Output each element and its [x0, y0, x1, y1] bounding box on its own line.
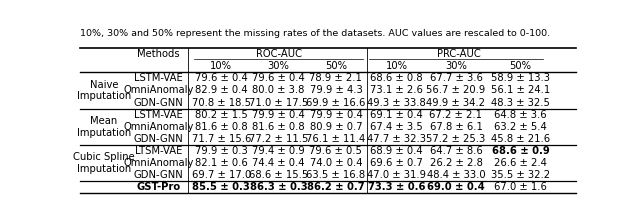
Text: 80.0 ± 3.8: 80.0 ± 3.8 [252, 85, 305, 95]
Text: 86.3 ± 0.3: 86.3 ± 0.3 [250, 182, 307, 192]
Text: PRC-AUC: PRC-AUC [436, 49, 481, 59]
Text: 78.9 ± 2.1: 78.9 ± 2.1 [310, 73, 362, 83]
Text: 47.7 ± 32.3: 47.7 ± 32.3 [367, 134, 426, 144]
Text: 79.9 ± 0.4: 79.9 ± 0.4 [252, 110, 305, 120]
Text: 82.1 ± 0.6: 82.1 ± 0.6 [195, 158, 248, 168]
Text: 67.0 ± 1.6: 67.0 ± 1.6 [494, 182, 547, 192]
Text: 74.4 ± 0.4: 74.4 ± 0.4 [252, 158, 305, 168]
Text: 69.0 ± 0.4: 69.0 ± 0.4 [427, 182, 485, 192]
Text: 79.9 ± 4.3: 79.9 ± 4.3 [310, 85, 362, 95]
Text: OmniAnomaly: OmniAnomaly [123, 122, 193, 132]
Text: 67.4 ± 3.5: 67.4 ± 3.5 [370, 122, 423, 132]
Text: 71.0 ± 17.5: 71.0 ± 17.5 [249, 98, 308, 108]
Text: 85.5 ± 0.3: 85.5 ± 0.3 [193, 182, 250, 192]
Text: 80.2 ± 1.5: 80.2 ± 1.5 [195, 110, 248, 120]
Text: 68.6 ± 0.9: 68.6 ± 0.9 [492, 146, 549, 156]
Text: 86.2 ± 0.7: 86.2 ± 0.7 [307, 182, 365, 192]
Text: GDN-GNN: GDN-GNN [134, 98, 183, 108]
Text: GDN-GNN: GDN-GNN [134, 170, 183, 180]
Text: 48.4 ± 33.0: 48.4 ± 33.0 [427, 170, 485, 180]
Text: 49.3 ± 33.8: 49.3 ± 33.8 [367, 98, 426, 108]
Text: 56.7 ± 20.9: 56.7 ± 20.9 [426, 85, 486, 95]
Text: Naive
Imputation: Naive Imputation [77, 80, 131, 101]
Text: 68.9 ± 0.4: 68.9 ± 0.4 [370, 146, 423, 156]
Text: 26.6 ± 2.4: 26.6 ± 2.4 [494, 158, 547, 168]
Text: 67.8 ± 6.1: 67.8 ± 6.1 [429, 122, 483, 132]
Text: 77.2 ± 11.5: 77.2 ± 11.5 [249, 134, 308, 144]
Text: 79.9 ± 0.3: 79.9 ± 0.3 [195, 146, 248, 156]
Text: 50%: 50% [325, 61, 347, 71]
Text: 58.9 ± 13.3: 58.9 ± 13.3 [491, 73, 550, 83]
Text: 10%: 10% [211, 61, 232, 71]
Text: GST-Pro: GST-Pro [136, 182, 180, 192]
Text: 50%: 50% [509, 61, 531, 71]
Text: 79.9 ± 0.4: 79.9 ± 0.4 [310, 110, 362, 120]
Text: 64.7 ± 8.6: 64.7 ± 8.6 [429, 146, 483, 156]
Text: Mean
Imputation: Mean Imputation [77, 116, 131, 138]
Text: 69.9 ± 16.6: 69.9 ± 16.6 [307, 98, 365, 108]
Text: 26.2 ± 2.8: 26.2 ± 2.8 [429, 158, 483, 168]
Text: 69.1 ± 0.4: 69.1 ± 0.4 [370, 110, 423, 120]
Text: 45.8 ± 21.6: 45.8 ± 21.6 [491, 134, 550, 144]
Text: 71.7 ± 15.6: 71.7 ± 15.6 [191, 134, 251, 144]
Text: 48.3 ± 32.5: 48.3 ± 32.5 [491, 98, 550, 108]
Text: 68.6 ± 0.8: 68.6 ± 0.8 [370, 73, 423, 83]
Text: 57.2 ± 25.3: 57.2 ± 25.3 [426, 134, 486, 144]
Text: 76.1 ± 11.4: 76.1 ± 11.4 [307, 134, 365, 144]
Text: 82.9 ± 0.4: 82.9 ± 0.4 [195, 85, 248, 95]
Text: 79.6 ± 0.4: 79.6 ± 0.4 [252, 73, 305, 83]
Text: 30%: 30% [445, 61, 467, 71]
Text: 56.1 ± 24.1: 56.1 ± 24.1 [491, 85, 550, 95]
Text: 70.8 ± 18.5: 70.8 ± 18.5 [192, 98, 251, 108]
Text: ROC-AUC: ROC-AUC [255, 49, 301, 59]
Text: OmniAnomaly: OmniAnomaly [123, 158, 193, 168]
Text: 69.7 ± 17.0: 69.7 ± 17.0 [192, 170, 251, 180]
Text: 73.3 ± 0.6: 73.3 ± 0.6 [368, 182, 425, 192]
Text: 10%: 10% [385, 61, 408, 71]
Text: LSTM-VAE: LSTM-VAE [134, 110, 183, 120]
Text: 81.6 ± 0.8: 81.6 ± 0.8 [195, 122, 248, 132]
Text: 67.7 ± 3.6: 67.7 ± 3.6 [429, 73, 483, 83]
Text: 81.6 ± 0.8: 81.6 ± 0.8 [252, 122, 305, 132]
Text: 30%: 30% [268, 61, 289, 71]
Text: Methods: Methods [137, 49, 180, 59]
Text: 35.5 ± 32.2: 35.5 ± 32.2 [491, 170, 550, 180]
Text: 64.8 ± 3.6: 64.8 ± 3.6 [494, 110, 547, 120]
Text: 49.9 ± 34.2: 49.9 ± 34.2 [426, 98, 486, 108]
Text: 69.6 ± 0.7: 69.6 ± 0.7 [370, 158, 423, 168]
Text: 47.0 ± 31.9: 47.0 ± 31.9 [367, 170, 426, 180]
Text: 74.0 ± 0.4: 74.0 ± 0.4 [310, 158, 362, 168]
Text: 79.4 ± 0.9: 79.4 ± 0.9 [252, 146, 305, 156]
Text: LSTM-VAE: LSTM-VAE [134, 73, 183, 83]
Text: 67.2 ± 2.1: 67.2 ± 2.1 [429, 110, 483, 120]
Text: Cubic Spline
Imputation: Cubic Spline Imputation [73, 152, 134, 174]
Text: 63.5 ± 16.8: 63.5 ± 16.8 [307, 170, 365, 180]
Text: OmniAnomaly: OmniAnomaly [123, 85, 193, 95]
Text: 68.6 ± 15.5: 68.6 ± 15.5 [249, 170, 308, 180]
Text: 80.9 ± 0.7: 80.9 ± 0.7 [310, 122, 362, 132]
Text: 73.1 ± 2.6: 73.1 ± 2.6 [370, 85, 423, 95]
Text: LTSM-VAE: LTSM-VAE [134, 146, 182, 156]
Text: 79.6 ± 0.5: 79.6 ± 0.5 [310, 146, 362, 156]
Text: 63.2 ± 5.4: 63.2 ± 5.4 [494, 122, 547, 132]
Text: GDN-GNN: GDN-GNN [134, 134, 183, 144]
Text: 10%, 30% and 50% represent the missing rates of the datasets. AUC values are res: 10%, 30% and 50% represent the missing r… [80, 29, 550, 38]
Text: 79.6 ± 0.4: 79.6 ± 0.4 [195, 73, 248, 83]
